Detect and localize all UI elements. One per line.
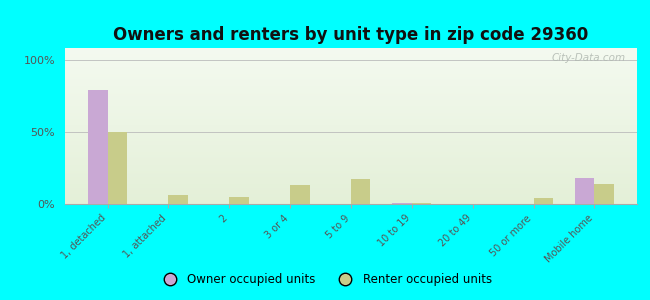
Bar (290, 185, 309, 204)
Title: Owners and renters by unit type in zip code 29360: Owners and renters by unit type in zip c… (113, 26, 589, 44)
Bar (108, 132, 127, 204)
Legend: Owner occupied units, Renter occupied units: Owner occupied units, Renter occupied un… (153, 269, 497, 291)
Bar (168, 195, 188, 204)
Bar (351, 179, 370, 204)
Bar (88, 90, 108, 204)
Bar (534, 198, 553, 204)
Bar (412, 202, 432, 204)
Text: City-Data.com: City-Data.com (551, 53, 625, 63)
Bar (229, 197, 249, 204)
Bar (575, 178, 594, 204)
Bar (594, 184, 614, 204)
Bar (393, 202, 412, 204)
